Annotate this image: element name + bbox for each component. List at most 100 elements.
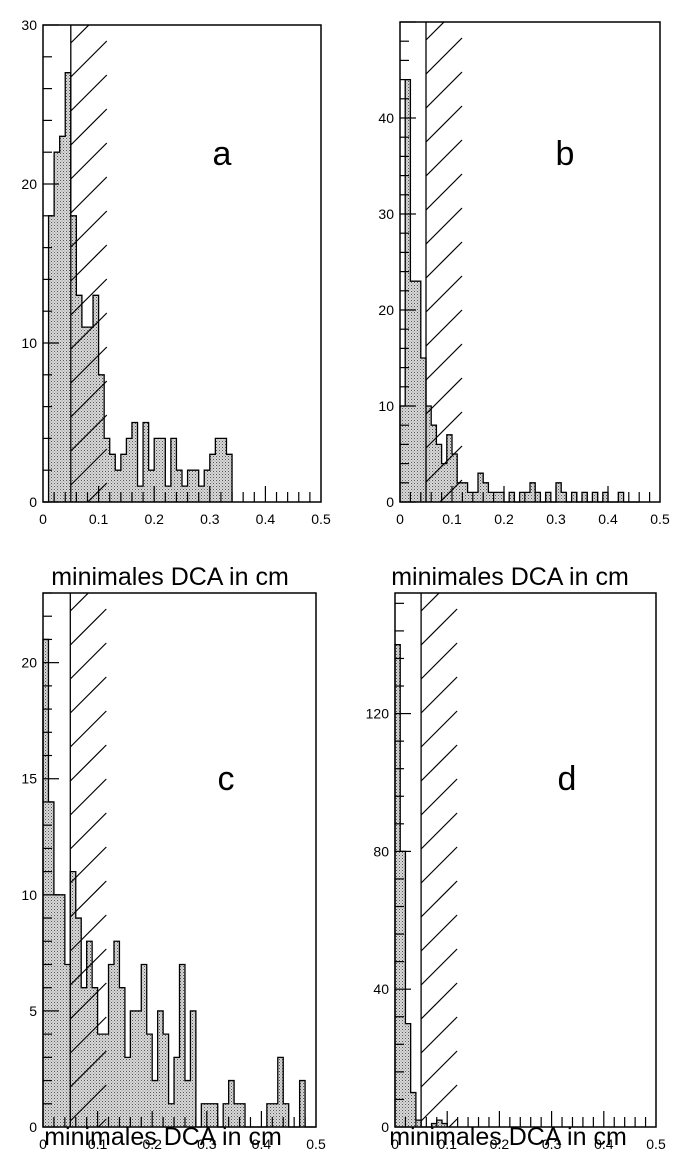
histogram-bin bbox=[141, 964, 147, 1127]
panel-label: d bbox=[558, 760, 577, 798]
histogram-bin bbox=[415, 1120, 422, 1127]
histogram-bin bbox=[441, 463, 447, 502]
plot-frame bbox=[394, 592, 657, 1128]
panel-b: 0 0.1 0.2 0.3 0.4 0.5 0 10 20 30 40 b minimales DC… bbox=[378, 21, 670, 591]
histogram-bin bbox=[201, 1103, 207, 1127]
hatch-line bbox=[70, 25, 90, 44]
histogram-bin bbox=[93, 295, 99, 502]
hatch-line bbox=[86, 482, 108, 502]
histogram-bin bbox=[190, 1010, 196, 1127]
histogram-bin bbox=[299, 1080, 306, 1127]
histogram-bin bbox=[87, 327, 94, 502]
x-tick-label: 0 bbox=[391, 1136, 399, 1152]
x-tick-label: 0 bbox=[39, 1136, 47, 1152]
hatch-line bbox=[425, 105, 463, 143]
histogram-bin bbox=[452, 454, 458, 502]
histogram-bin bbox=[108, 964, 114, 1127]
hatch-line bbox=[69, 982, 107, 1020]
histogram-bin bbox=[457, 482, 463, 502]
hatch-line bbox=[69, 1050, 107, 1088]
histogram-bin bbox=[283, 1103, 289, 1127]
hatch-line bbox=[425, 173, 463, 211]
histogram-bin bbox=[109, 454, 116, 502]
histogram-bin bbox=[174, 1057, 180, 1127]
hatch-line bbox=[425, 139, 463, 177]
cut-hatch bbox=[70, 25, 108, 502]
cut-hatch bbox=[420, 593, 458, 1127]
x-tick-label: 0.4 bbox=[598, 511, 618, 527]
y-tick-label: 120 bbox=[366, 706, 390, 722]
histogram-bin bbox=[176, 470, 182, 502]
hatch-line bbox=[97, 1118, 107, 1127]
hatch-line bbox=[69, 593, 90, 612]
histogram-bin bbox=[483, 482, 489, 502]
histogram-bin bbox=[420, 358, 426, 502]
hatch-line bbox=[420, 1084, 458, 1122]
histogram-bin bbox=[530, 482, 536, 502]
axis-ticks: 0 0.1 0.2 0.3 0.4 0.5 0 5 10 15 20 bbox=[21, 592, 326, 1152]
histogram-bin bbox=[561, 492, 567, 502]
histogram-bars bbox=[43, 639, 306, 1127]
histogram-bin bbox=[170, 438, 177, 502]
cut-hatch bbox=[425, 22, 463, 502]
x-tick-label: 0.4 bbox=[594, 1136, 614, 1152]
histogram-bin bbox=[81, 327, 88, 502]
y-tick-label: 0 bbox=[29, 1119, 37, 1135]
hatch-line bbox=[70, 74, 108, 112]
histogram-bin bbox=[395, 644, 401, 1127]
x-tick-label: 0 bbox=[396, 511, 404, 527]
histogram-bin bbox=[120, 454, 127, 502]
histogram-bin bbox=[509, 492, 515, 502]
histogram-bin bbox=[98, 374, 105, 502]
axis-ticks: 0 0.1 0.2 0.3 0.4 0.5 0 40 80 120 bbox=[366, 602, 666, 1152]
y-tick-label: 40 bbox=[378, 110, 394, 126]
histogram-bin bbox=[493, 492, 499, 502]
histogram-bin bbox=[157, 1010, 164, 1127]
histogram-bin bbox=[148, 470, 155, 502]
histogram-bin bbox=[478, 473, 484, 502]
histogram-bin bbox=[81, 987, 87, 1127]
histogram-bin bbox=[277, 1057, 284, 1127]
histogram-bin bbox=[54, 152, 60, 502]
histogram-bin bbox=[43, 639, 49, 1127]
hatch-line bbox=[70, 176, 108, 214]
panel-a: 0 0.1 0.2 0.3 0.4 0.5 0 10 20 30 a minimales DCA … bbox=[21, 17, 331, 591]
x-tick-label: 0.3 bbox=[200, 511, 220, 527]
histogram-bin bbox=[130, 1010, 136, 1127]
histogram-bin bbox=[410, 281, 416, 502]
histogram-bin bbox=[524, 492, 530, 502]
histogram-outline bbox=[399, 78, 640, 503]
hatch-line bbox=[420, 676, 458, 714]
histogram-bin bbox=[618, 492, 624, 502]
histogram-bin bbox=[59, 894, 65, 1127]
hatch-line bbox=[70, 448, 108, 486]
hatch-line bbox=[420, 846, 458, 884]
y-tick-label: 0 bbox=[381, 1119, 389, 1135]
histogram-bin bbox=[545, 492, 551, 502]
x-tick-label: 0.5 bbox=[306, 1136, 326, 1152]
histogram-outline bbox=[42, 638, 316, 1128]
axis-ticks: 0 0.1 0.2 0.3 0.4 0.5 0 10 20 30 40 bbox=[378, 21, 670, 527]
histogram-bin bbox=[426, 406, 432, 502]
histogram-bin bbox=[187, 470, 194, 502]
panel-label: c bbox=[218, 760, 235, 798]
histogram-bin bbox=[400, 406, 406, 502]
hatch-line bbox=[70, 40, 108, 78]
y-tick-label: 80 bbox=[373, 843, 389, 859]
histogram-bin bbox=[535, 492, 541, 502]
hatch-line bbox=[425, 445, 463, 483]
histogram-bin bbox=[582, 492, 588, 502]
y-tick-label: 10 bbox=[378, 398, 394, 414]
histogram-bin bbox=[571, 492, 577, 502]
y-tick-label: 20 bbox=[21, 176, 37, 192]
y-tick-label: 20 bbox=[21, 655, 37, 671]
x-tick-label: 0.2 bbox=[490, 1136, 510, 1152]
histogram-bin bbox=[239, 1103, 246, 1127]
histogram-bin bbox=[92, 987, 98, 1127]
histogram-bars bbox=[400, 79, 624, 502]
hatch-line bbox=[69, 710, 107, 748]
hatch-line bbox=[69, 744, 107, 782]
histogram-bin bbox=[226, 454, 233, 502]
hatch-line bbox=[69, 1084, 107, 1122]
